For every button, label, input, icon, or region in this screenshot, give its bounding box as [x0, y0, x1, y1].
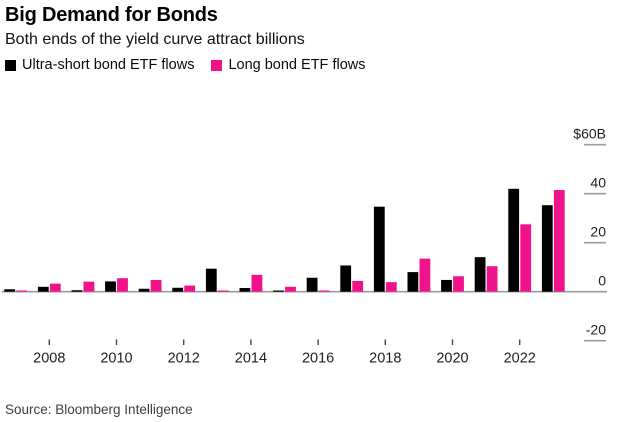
source-note: Source: Bloomberg Intelligence [5, 402, 193, 417]
x-axis-tick-label: 2008 [33, 351, 65, 367]
bar-long-2016 [318, 290, 330, 292]
x-axis-tick-label: 2018 [369, 351, 401, 367]
bar-long-2020 [453, 276, 464, 292]
bar-ultra-short-2009 [71, 290, 83, 292]
bar-long-2019 [419, 258, 431, 292]
bond-flows-chart: $60B 40 20 0 -20 2008 2010 2012 2014 2016 2018 2020… [2, 126, 607, 367]
bar-ultra-short-2008 [37, 286, 49, 292]
bar-ultra-short-2015 [273, 290, 284, 292]
bar-long-2018 [385, 282, 397, 292]
bar-ultra-short-2020 [441, 279, 452, 292]
legend-swatch-long-icon [211, 59, 223, 71]
y-axis-tick-label: 20 [590, 224, 606, 240]
bar-ultra-short-2013 [205, 268, 217, 292]
page-title: Big Demand for Bonds [5, 4, 218, 26]
y-axis-tick-label: $60B [573, 126, 606, 142]
bar-ultra-short-2018 [373, 206, 385, 292]
bar-ultra-short-2021 [474, 257, 486, 292]
bar-long-2014 [251, 274, 263, 292]
bar-ultra-short-2011 [138, 288, 150, 292]
bar-long-2008 [49, 283, 61, 292]
bar-long-2022 [520, 224, 532, 292]
x-axis-tick-label: 2012 [168, 351, 200, 367]
bar-long-2013 [217, 290, 229, 292]
bar-long-2021 [486, 266, 498, 292]
page-subtitle: Both ends of the yield curve attract bil… [5, 31, 305, 48]
x-axis-tick-label: 2020 [436, 351, 468, 367]
bar-ultra-short-2019 [407, 272, 419, 292]
legend-item-long: Long bond ETF flows [211, 57, 365, 73]
bar-long-2011 [150, 279, 162, 292]
y-axis-tick-label: 0 [598, 273, 606, 289]
legend-label-long: Long bond ETF flows [228, 57, 366, 73]
legend-swatch-ultra-short-icon [5, 59, 16, 71]
bar-ultra-short-2017 [340, 265, 352, 292]
y-axis-tick-label: -20 [586, 322, 606, 338]
x-axis-tick-label: 2016 [302, 351, 334, 367]
x-axis-tick-label: 2014 [235, 351, 267, 367]
legend-label-ultra-short: Ultra-short bond ETF flows [22, 57, 195, 73]
bar-ultra-short-2022 [508, 188, 520, 292]
bar-ultra-short-2012 [172, 287, 184, 292]
bar-long-2012 [184, 285, 196, 292]
bar-long-2015 [285, 286, 296, 292]
bar-ultra-short-2016 [306, 277, 318, 292]
y-axis-tick-label: 40 [590, 175, 606, 191]
x-axis-tick-label: 2022 [504, 351, 536, 367]
bar-ultra-short-2014 [239, 288, 251, 292]
bar-long-2009 [83, 281, 95, 292]
bar-long-2010 [117, 278, 128, 292]
legend: Ultra-short bond ETF flows Long bond ETF… [5, 57, 382, 73]
x-axis-tick-label: 2010 [100, 351, 132, 367]
bar-ultra-short-2007 [4, 289, 16, 292]
bar-ultra-short-2010 [105, 281, 116, 292]
legend-item-ultra-short: Ultra-short bond ETF flows [5, 57, 194, 73]
bar-ultra-short-2023 [541, 205, 553, 292]
bar-long-2017 [352, 280, 364, 292]
bar-long-2007 [16, 290, 28, 292]
bar-long-2023 [553, 190, 565, 292]
